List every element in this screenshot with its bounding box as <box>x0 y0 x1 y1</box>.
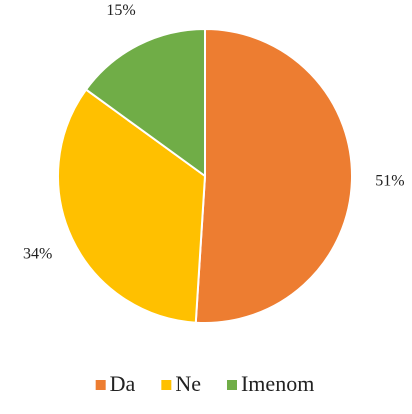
legend-label: Ne <box>175 371 201 396</box>
data-label: 15% <box>106 2 135 19</box>
pie-slice <box>84 27 206 178</box>
legend-swatch <box>161 380 172 390</box>
legend-label: Da <box>110 371 136 396</box>
pie-slice <box>194 27 353 324</box>
legend-swatch <box>226 380 237 390</box>
data-label: 51% <box>375 172 404 189</box>
data-label: 34% <box>23 245 52 262</box>
legend-label: Imenom <box>241 371 314 396</box>
legend-swatch <box>95 380 106 390</box>
pie-slice <box>57 88 207 324</box>
